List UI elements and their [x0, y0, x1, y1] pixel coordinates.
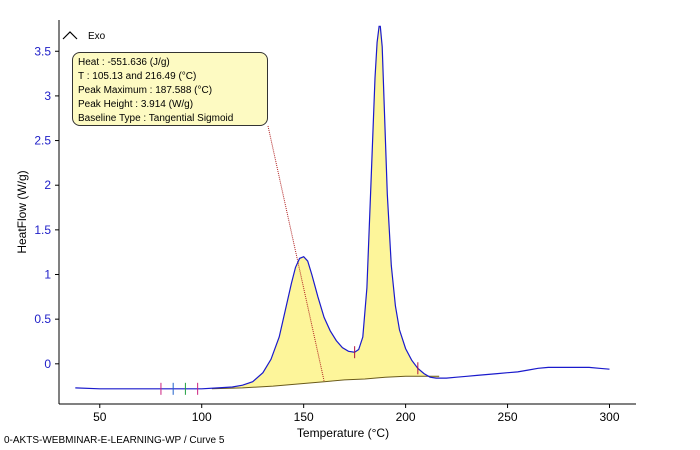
y-tick-label: 2.5 [34, 134, 51, 148]
x-tick-label: 100 [192, 410, 212, 424]
y-tick-label: 1 [44, 268, 51, 282]
plot-area [75, 25, 610, 395]
exo-arrow-icon [62, 31, 78, 40]
x-tick-label: 300 [599, 410, 619, 424]
peak-area-fill [211, 26, 440, 389]
y-tick-label: 2 [44, 178, 51, 192]
info-heat: Heat : -551.636 (J/g) [78, 57, 170, 68]
info-peak-height: Peak Height : 3.914 (W/g) [78, 99, 194, 110]
x-tick-label: 250 [498, 410, 518, 424]
info-peak-maximum: Peak Maximum : 187.588 (°C) [78, 85, 213, 96]
y-tick-label: 0.5 [34, 312, 51, 326]
annotation-pointer-line [267, 125, 325, 381]
integration-baseline [211, 375, 440, 390]
peak-info-box: Heat : -551.636 (J/g) T : 105.13 and 216… [72, 52, 268, 126]
curve-footer-label: 0-AKTS-WEBMINAR-E-LEARNING-WP / Curve 5 [4, 435, 225, 446]
exo-label: Exo [88, 31, 106, 42]
heat-flow-curve [75, 25, 610, 390]
info-temperature-range: T : 105.13 and 216.49 (°C) [78, 71, 197, 82]
y-axis-label: HeatFlow (W/g) [15, 170, 29, 253]
y-tick-label: 3.5 [34, 44, 51, 58]
x-tick-label: 50 [93, 410, 107, 424]
axes: 0 0.5 1 1.5 2 2.5 3 3.5 50 100 150 200 250 300 [34, 20, 636, 424]
x-tick-label: 150 [294, 410, 314, 424]
info-baseline-type: Baseline Type : Tangential Sigmoid [78, 113, 234, 124]
y-tick-label: 1.5 [34, 223, 51, 237]
y-tick-label: 0 [44, 357, 51, 371]
x-tick-label: 200 [396, 410, 416, 424]
y-tick-label: 3 [44, 89, 51, 103]
x-axis-label: Temperature (°C) [297, 426, 389, 440]
